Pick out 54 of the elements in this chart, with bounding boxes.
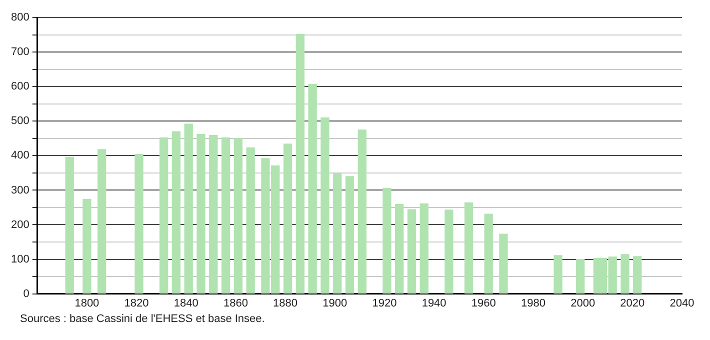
bar bbox=[134, 154, 144, 294]
y-tick-label: 100 bbox=[10, 253, 30, 266]
bar bbox=[358, 129, 366, 294]
y-tick-label: 800 bbox=[10, 12, 30, 24]
bar bbox=[620, 254, 630, 294]
bar bbox=[576, 258, 585, 294]
bar bbox=[246, 147, 255, 294]
bar bbox=[554, 255, 562, 294]
bar bbox=[382, 188, 392, 294]
bar bbox=[159, 137, 168, 294]
x-tick-label: 1820 bbox=[124, 297, 149, 310]
bar bbox=[484, 214, 493, 294]
bar bbox=[345, 176, 354, 294]
bar bbox=[444, 210, 454, 294]
bar bbox=[407, 209, 416, 294]
bar bbox=[395, 204, 404, 294]
bar bbox=[221, 137, 230, 294]
x-tick-label: 2000 bbox=[570, 297, 596, 310]
source-note: Sources : base Cassini de l'EHESS et base Insee. bbox=[20, 313, 266, 325]
bar bbox=[172, 131, 181, 294]
x-tick-label: 1920 bbox=[372, 297, 397, 310]
bar bbox=[184, 124, 193, 294]
x-tick-label: 2040 bbox=[670, 297, 694, 310]
y-tick-label: 700 bbox=[10, 46, 30, 58]
x-tick-label: 1880 bbox=[273, 297, 298, 310]
x-tick-label: 1860 bbox=[223, 297, 248, 310]
bar bbox=[283, 144, 292, 294]
bar bbox=[65, 156, 74, 294]
bar bbox=[209, 135, 218, 294]
y-tick-label: 600 bbox=[10, 80, 30, 93]
bar bbox=[633, 256, 642, 294]
y-tick-label: 200 bbox=[10, 218, 30, 231]
y-tick-label: 300 bbox=[10, 184, 30, 196]
bar bbox=[320, 117, 330, 294]
x-tick-label: 1900 bbox=[322, 297, 348, 310]
bar bbox=[333, 173, 342, 294]
bar bbox=[196, 134, 206, 294]
x-tick-label: 1980 bbox=[520, 297, 546, 310]
bar bbox=[499, 234, 508, 294]
x-tick-label: 1800 bbox=[74, 297, 100, 310]
y-tick-label: 0 bbox=[23, 288, 30, 300]
bar bbox=[420, 203, 428, 294]
bar bbox=[464, 202, 474, 294]
x-tick-label: 1840 bbox=[174, 297, 198, 310]
bar bbox=[234, 138, 243, 294]
bar bbox=[82, 198, 92, 294]
bar bbox=[97, 149, 106, 294]
x-tick-label: 2020 bbox=[620, 297, 645, 310]
x-tick-label: 1940 bbox=[422, 297, 446, 310]
bar bbox=[308, 84, 317, 294]
bar bbox=[296, 34, 304, 294]
y-tick-label: 500 bbox=[10, 115, 30, 128]
y-tick-label: 400 bbox=[10, 150, 30, 162]
x-tick-label: 1960 bbox=[471, 297, 496, 310]
